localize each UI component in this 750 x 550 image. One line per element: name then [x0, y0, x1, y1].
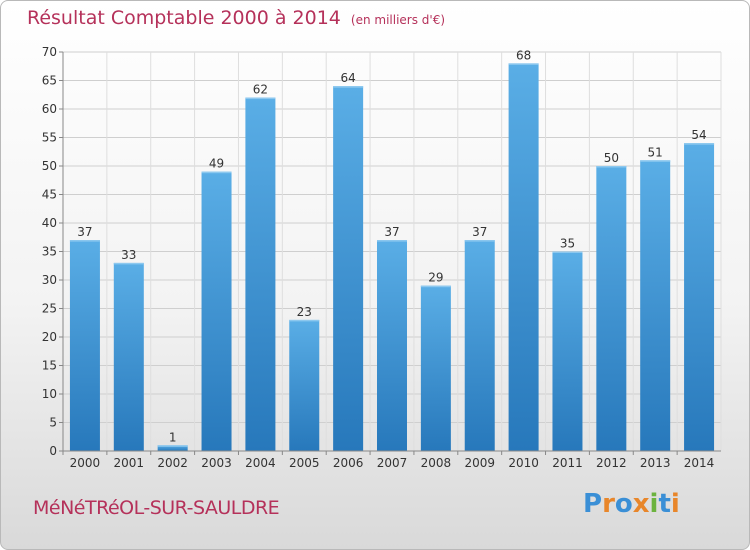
data-label: 54 — [691, 128, 706, 142]
data-label: 37 — [472, 225, 487, 239]
bar — [289, 319, 320, 451]
bar — [113, 262, 144, 451]
data-label: 33 — [121, 248, 136, 262]
bar — [157, 445, 188, 451]
x-tick-label: 2004 — [245, 456, 276, 470]
bar-highlight — [640, 160, 671, 162]
x-tick-label: 2012 — [596, 456, 627, 470]
logo-letter: P — [583, 489, 603, 519]
logo-letter: t — [658, 489, 671, 519]
x-tick-label: 2005 — [289, 456, 320, 470]
data-label: 23 — [297, 305, 312, 319]
bar-highlight — [201, 171, 232, 174]
logo-letter: r — [602, 489, 615, 519]
bar-highlight — [552, 251, 583, 253]
proxiti-logo: Proxiti — [583, 489, 680, 519]
x-tick-label: 2008 — [421, 456, 452, 470]
bar — [333, 86, 364, 451]
y-tick-label: 30 — [42, 273, 57, 287]
y-tick-label: 5 — [49, 416, 57, 430]
data-label: 62 — [253, 83, 268, 97]
logo-letter: x — [632, 489, 650, 519]
bar-highlight — [684, 143, 715, 145]
y-tick-label: 45 — [42, 188, 57, 202]
x-tick-label: 2011 — [552, 456, 583, 470]
logo-letter: i — [670, 489, 680, 519]
bar — [596, 166, 627, 451]
bar-highlight — [245, 97, 276, 100]
x-tick-label: 2001 — [114, 456, 145, 470]
y-tick-label: 60 — [42, 102, 57, 116]
data-label: 51 — [648, 145, 663, 159]
bar — [377, 240, 407, 451]
x-tick-label: 2009 — [464, 456, 495, 470]
logo-letter: o — [614, 489, 633, 519]
bar-highlight — [508, 63, 539, 65]
x-tick-label: 2010 — [508, 456, 539, 470]
x-tick-label: 2013 — [640, 456, 671, 470]
chart-title: Résultat Comptable 2000 à 2014 (en millie… — [27, 7, 445, 29]
bar-highlight — [596, 166, 627, 168]
y-tick-label: 20 — [42, 330, 57, 344]
x-tick-label: 2000 — [70, 456, 101, 470]
bar-highlight — [289, 319, 320, 322]
bar-highlight — [420, 285, 451, 288]
bar — [69, 240, 100, 451]
bar-highlight — [113, 262, 144, 265]
y-tick-label: 35 — [42, 245, 57, 259]
bar — [684, 143, 715, 451]
axis-layer: 0 5 10 15 20 25 30 35 40 45 50 55 60 65 70 2000 2001 2002… — [42, 45, 721, 470]
bar-layer — [69, 63, 715, 452]
bar — [552, 251, 583, 451]
bar-highlight — [464, 240, 495, 242]
bar-highlight — [377, 240, 407, 242]
x-tick-label: 2007 — [377, 456, 408, 470]
data-label: 37 — [77, 225, 92, 239]
data-label: 68 — [516, 48, 531, 62]
bar-highlight — [69, 240, 100, 242]
bar — [640, 160, 671, 452]
data-label: 64 — [340, 71, 355, 85]
y-tick-label: 0 — [49, 444, 57, 458]
data-label: 1 — [169, 430, 177, 444]
chart-unit: (en milliers d'€) — [350, 13, 446, 27]
x-tick-label: 2002 — [157, 456, 188, 470]
city-name: MéNéTRéOL-SUR-SAULDRE — [33, 497, 280, 519]
data-label: 50 — [604, 151, 619, 165]
y-tick-label: 70 — [42, 45, 57, 59]
y-tick-label: 50 — [42, 159, 57, 173]
y-tick-label: 25 — [42, 302, 57, 316]
data-label: 35 — [560, 237, 575, 251]
y-tick-label: 15 — [42, 359, 57, 373]
y-tick-label: 65 — [42, 74, 57, 88]
bar — [464, 240, 495, 451]
label-layer: 37 33 1 49 62 23 64 37 29 37 68 35 50 51 54 — [77, 48, 706, 444]
y-tick-label: 55 — [42, 131, 57, 145]
data-label: 49 — [209, 157, 224, 171]
x-tick-label: 2014 — [684, 456, 715, 470]
data-label: 29 — [428, 271, 443, 285]
x-tick-label: 2003 — [201, 456, 232, 470]
y-tick-label: 10 — [42, 387, 57, 401]
bar-highlight — [333, 86, 364, 88]
data-label: 37 — [384, 225, 399, 239]
chart-title-text: Résultat Comptable 2000 à 2014 — [27, 7, 341, 29]
logo-letter: i — [649, 489, 659, 519]
bar — [508, 63, 539, 452]
bar — [420, 285, 451, 451]
x-tick-label: 2006 — [333, 456, 364, 470]
bar-highlight — [157, 445, 188, 447]
bar — [245, 97, 276, 451]
bar — [201, 171, 232, 451]
y-tick-label: 40 — [42, 216, 57, 230]
